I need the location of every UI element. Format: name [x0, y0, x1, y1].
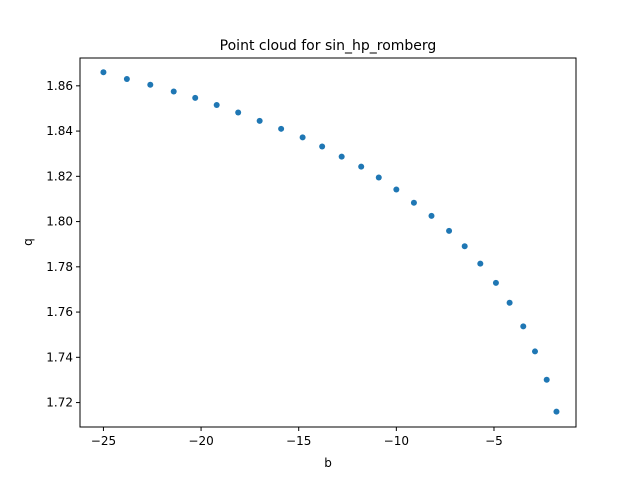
- plot-area-frame: [79, 57, 577, 428]
- data-point: [278, 125, 285, 132]
- y-tick-label: 1.76: [46, 305, 73, 319]
- x-tick-label: −10: [384, 434, 409, 448]
- y-tick-label: 1.84: [46, 124, 73, 138]
- data-point: [520, 323, 527, 330]
- data-point: [543, 376, 550, 383]
- y-tick-label: 1.86: [46, 79, 73, 93]
- x-axis-ticks: −25 −20 −15 −10 −5: [91, 427, 503, 448]
- data-point: [428, 212, 435, 219]
- data-point: [319, 143, 326, 150]
- data-point: [506, 299, 513, 306]
- chart-title: Point cloud for sin_hp_romberg: [220, 38, 437, 54]
- y-tick-label: 1.80: [46, 215, 73, 229]
- x-tick-label: −25: [91, 434, 116, 448]
- y-tick-label: 1.72: [46, 396, 73, 410]
- data-point: [123, 76, 130, 83]
- data-point: [531, 348, 538, 355]
- data-point: [100, 69, 107, 76]
- data-point: [553, 408, 560, 415]
- data-point: [492, 279, 499, 286]
- data-point: [256, 117, 263, 124]
- y-tick-label: 1.78: [46, 260, 73, 274]
- x-tick-label: −15: [286, 434, 311, 448]
- data-point: [170, 88, 177, 95]
- data-point: [461, 243, 468, 250]
- y-tick-label: 1.82: [46, 169, 73, 183]
- data-point: [299, 134, 306, 141]
- data-point: [446, 227, 453, 234]
- data-point: [147, 81, 154, 88]
- y-axis-label: q: [21, 238, 35, 246]
- data-point: [393, 186, 400, 193]
- data-point: [192, 94, 199, 101]
- x-tick-label: −5: [485, 434, 503, 448]
- data-point: [235, 109, 242, 116]
- data-point: [410, 199, 417, 206]
- y-axis-ticks: 1.72 1.74 1.76 1.78 1.80 1.82 1.84 1.86: [46, 79, 80, 410]
- data-point: [358, 163, 365, 170]
- points-layer: [100, 69, 560, 415]
- x-axis-label: b: [324, 456, 332, 470]
- data-point: [213, 102, 220, 109]
- data-point: [338, 153, 345, 160]
- x-tick-label: −20: [188, 434, 213, 448]
- data-point: [375, 174, 382, 181]
- y-tick-label: 1.74: [46, 350, 73, 364]
- data-point: [477, 260, 484, 267]
